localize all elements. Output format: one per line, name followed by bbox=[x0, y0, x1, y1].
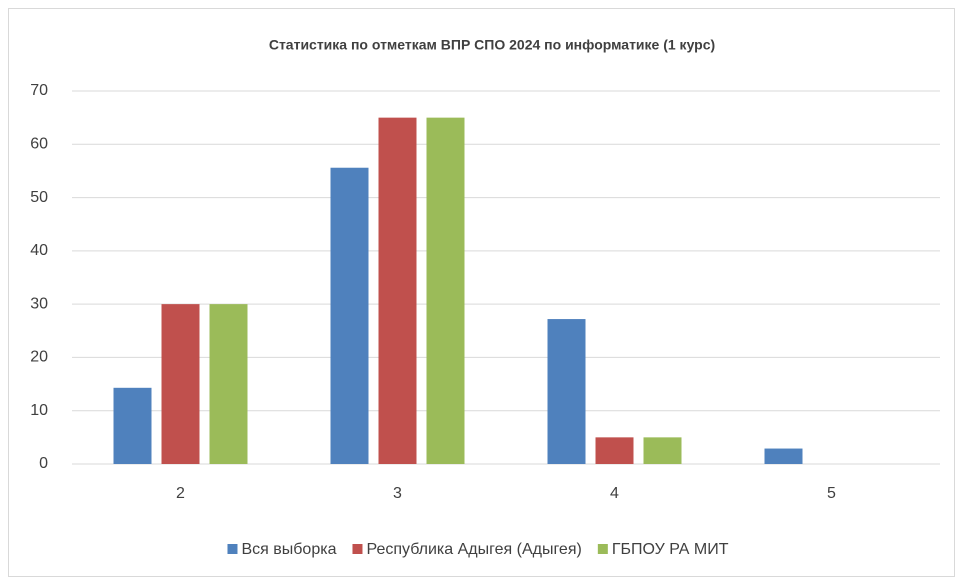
y-tick-label: 20 bbox=[30, 349, 48, 366]
y-tick-label: 0 bbox=[39, 455, 48, 472]
legend-label: Республика Адыгея (Адыгея) bbox=[366, 541, 581, 558]
bar bbox=[209, 304, 248, 464]
x-tick-label: 4 bbox=[610, 485, 619, 502]
y-tick-label: 70 bbox=[30, 82, 48, 99]
chart-frame bbox=[8, 8, 955, 577]
legend-swatch bbox=[597, 544, 608, 554]
bar bbox=[330, 167, 369, 464]
x-tick-label: 5 bbox=[827, 485, 836, 502]
legend-swatch bbox=[227, 544, 238, 554]
x-tick-label: 3 bbox=[393, 485, 402, 502]
x-tick-label: 2 bbox=[176, 485, 185, 502]
bar bbox=[161, 304, 200, 464]
legend-swatch bbox=[352, 544, 363, 554]
chart-title: Статистика по отметкам ВПР СПО 2024 по и… bbox=[269, 37, 715, 53]
bar bbox=[113, 387, 152, 464]
bar bbox=[595, 437, 634, 464]
y-tick-label: 40 bbox=[30, 242, 48, 259]
bar bbox=[378, 117, 417, 465]
bar bbox=[426, 117, 465, 465]
bar bbox=[764, 448, 803, 464]
y-tick-label: 10 bbox=[30, 402, 48, 419]
bar bbox=[547, 319, 586, 464]
y-tick-label: 50 bbox=[30, 189, 48, 206]
bar bbox=[643, 437, 682, 464]
legend-label: ГБПОУ РА МИТ bbox=[612, 541, 729, 558]
y-tick-label: 60 bbox=[30, 136, 48, 153]
legend-label: Вся выборка bbox=[241, 541, 336, 558]
y-tick-label: 30 bbox=[30, 295, 48, 312]
